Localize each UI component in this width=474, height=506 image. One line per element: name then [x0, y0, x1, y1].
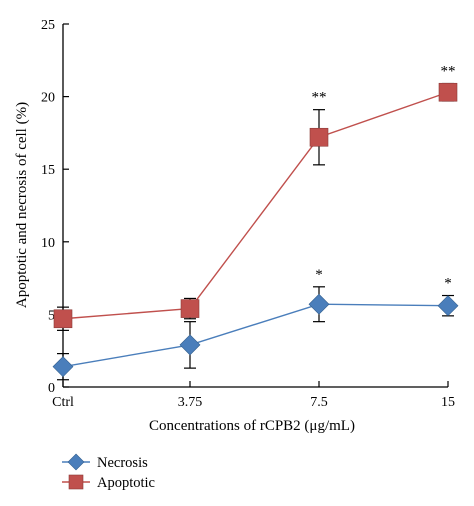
y-tick-label: 25: [41, 18, 55, 33]
x-axis-title: Concentrations of rCPB2 (μg/mL): [149, 418, 355, 434]
legend: Necrosis Apoptotic: [62, 453, 155, 491]
legend-label: Apoptotic: [97, 475, 155, 491]
axes: 0 5 10 15 20 25 Ctrl 3.75 7.5 15: [41, 18, 455, 410]
legend-item-necrosis: Necrosis: [62, 453, 148, 471]
x-tick-label: 15: [441, 395, 455, 410]
y-tick-label: 15: [41, 163, 55, 178]
legend-marker-square: [68, 474, 84, 490]
x-tick-label: Ctrl: [52, 395, 74, 410]
significance-label: **: [441, 64, 456, 80]
significance-label: *: [315, 267, 323, 283]
series-apoptotic: ****: [53, 64, 458, 331]
series-necrosis: **: [52, 267, 459, 381]
legend-label: Necrosis: [97, 455, 148, 471]
data-point-diamond: [437, 295, 459, 317]
y-tick-label: 0: [48, 381, 55, 396]
series-line: [62, 91, 449, 320]
legend-marker-diamond: [67, 453, 85, 471]
y-tick-label: 10: [41, 236, 55, 251]
series-line: [62, 303, 449, 368]
data-point-diamond: [179, 334, 201, 356]
x-tick-label: 7.5: [310, 395, 328, 410]
data-point-diamond: [308, 293, 330, 315]
data-point-square: [180, 299, 200, 318]
series-layer: ******: [52, 64, 459, 381]
data-point-diamond: [52, 356, 74, 378]
y-tick-label: 20: [41, 91, 55, 106]
legend-item-apoptotic: Apoptotic: [62, 474, 155, 491]
x-tick-label: 3.75: [178, 395, 203, 410]
data-point-square: [438, 82, 458, 102]
data-point-square: [53, 309, 73, 329]
y-axis-title: Apoptotic and necrosis of cell (%): [14, 102, 30, 308]
significance-label: **: [312, 90, 327, 106]
y-tick-label: 5: [48, 308, 55, 323]
data-point-square: [309, 127, 329, 147]
significance-label: *: [444, 276, 452, 292]
